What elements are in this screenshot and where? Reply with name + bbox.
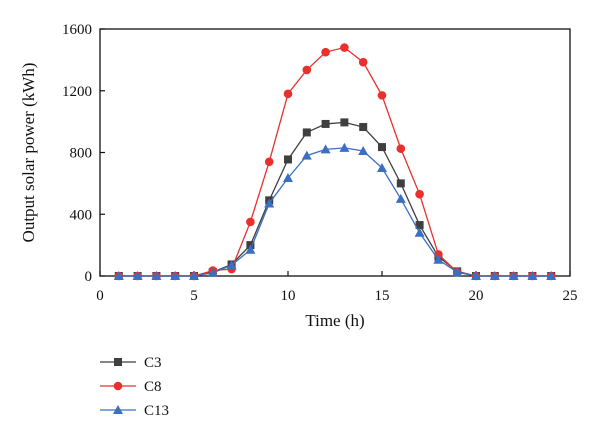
data-point-c3 xyxy=(396,179,405,188)
data-point-c13 xyxy=(226,260,237,270)
axes: 0 5 10 15 20 25 0 400 800 1200 1600 xyxy=(62,22,578,304)
data-point-c13 xyxy=(320,144,331,154)
data-point-c13 xyxy=(151,271,162,280)
data-point-c8 xyxy=(321,47,330,57)
x-tick-label: 15 xyxy=(375,288,390,304)
y-tick-label: 400 xyxy=(70,207,93,223)
data-point-c3 xyxy=(340,118,349,127)
data-point-c13 xyxy=(113,271,124,280)
legend-item-c13: C13 xyxy=(100,403,169,419)
data-point-c13 xyxy=(264,198,275,208)
data-point-c13 xyxy=(189,271,199,280)
data-point-c13 xyxy=(301,150,312,160)
data-point-c13 xyxy=(207,267,218,277)
data-point-c13 xyxy=(433,254,444,264)
legend-label-c13: C13 xyxy=(144,403,169,419)
data-point-c8 xyxy=(415,189,424,199)
data-point-c13 xyxy=(170,271,181,280)
data-point-c3 xyxy=(359,123,368,132)
x-tick-label: 5 xyxy=(190,288,198,304)
data-point-c8 xyxy=(358,57,368,67)
x-tick-label: 25 xyxy=(563,288,578,304)
legend-marker-c13 xyxy=(113,405,123,414)
data-point-c13 xyxy=(414,227,425,237)
data-point-c13 xyxy=(546,271,557,280)
data-point-c8 xyxy=(264,157,274,167)
x-axis-label: Time (h) xyxy=(305,311,364,330)
x-tick-label: 20 xyxy=(469,288,484,304)
data-point-c13 xyxy=(132,271,143,280)
data-point-c13 xyxy=(377,162,387,172)
data-point-c3 xyxy=(302,128,311,137)
legend-label-c8: C8 xyxy=(144,379,162,395)
data-point-c13 xyxy=(283,172,293,182)
legend-item-c8: C8 xyxy=(100,379,162,395)
series-c13 xyxy=(113,142,557,280)
data-point-c13 xyxy=(489,271,500,280)
y-tick-label: 800 xyxy=(70,146,93,162)
data-point-c3 xyxy=(378,143,386,152)
data-point-c3 xyxy=(321,119,330,128)
data-point-c13 xyxy=(452,267,463,277)
data-point-c3 xyxy=(284,155,292,164)
data-point-c13 xyxy=(508,271,519,280)
data-point-c13 xyxy=(395,193,406,203)
legend-label-c3: C3 xyxy=(144,355,162,371)
y-tick-label: 1200 xyxy=(62,84,92,100)
x-tick-label: 10 xyxy=(281,288,296,304)
data-point-c13 xyxy=(471,271,481,280)
y-tick-label: 0 xyxy=(85,269,93,285)
data-point-c8 xyxy=(340,43,349,52)
data-point-c8 xyxy=(377,91,387,100)
legend-item-c3: C3 xyxy=(100,355,162,371)
data-point-c8 xyxy=(396,144,406,153)
legend-marker-c3 xyxy=(114,358,122,366)
data-point-c8 xyxy=(283,89,293,99)
data-point-c13 xyxy=(339,142,350,152)
legend: C3 C8 C13 xyxy=(100,355,169,419)
legend-marker-c8 xyxy=(113,381,123,391)
x-tick-label: 0 xyxy=(96,288,104,304)
data-point-c8 xyxy=(302,65,312,75)
y-axis-label: Output solar power (kWh) xyxy=(19,63,38,243)
y-tick-label: 1600 xyxy=(62,22,92,38)
data-point-c13 xyxy=(527,271,538,280)
data-point-c3 xyxy=(415,221,424,230)
data-point-c8 xyxy=(246,217,255,227)
data-point-c13 xyxy=(245,244,256,254)
series-layer xyxy=(113,43,557,281)
series-line-c13 xyxy=(118,147,552,277)
data-point-c13 xyxy=(358,145,369,155)
